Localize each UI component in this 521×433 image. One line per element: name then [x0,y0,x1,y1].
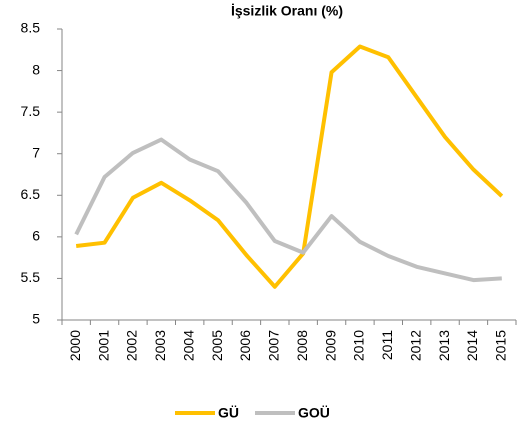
y-tick-label: 5.5 [21,269,41,285]
y-tick-label: 5 [32,311,40,327]
x-tick-label: 2002 [124,330,140,361]
x-tick-label: 2012 [407,330,423,361]
x-tick-label: 2013 [436,330,452,361]
y-tick-label: 8 [32,61,40,77]
y-tick-label: 6.5 [21,186,41,202]
legend-label: GOÜ [298,405,330,421]
x-tick-label: 2010 [351,330,367,361]
x-tick-label: 2011 [379,330,395,360]
x-tick-label: 2001 [95,330,111,361]
x-tick-label: 2015 [493,330,509,361]
line-series [75,44,504,289]
y-tick-label: 7 [32,144,40,160]
x-tick-label: 2000 [67,330,83,361]
y-tick-label: 6 [32,228,40,244]
x-tick-label: 2009 [322,330,338,361]
x-tick-label: 2008 [294,330,310,361]
x-tick-label: 2007 [266,330,282,361]
legend-label: GÜ [218,405,239,421]
x-tick-label: 2004 [180,330,196,361]
line-series [74,137,502,283]
x-tick-label: 2014 [464,330,480,361]
x-tick-label: 2005 [209,330,225,361]
x-tick-label: 2003 [152,330,168,361]
y-tick-label: 7.5 [21,103,41,119]
x-tick-label: 2006 [237,330,253,361]
y-tick-label: 8.5 [21,20,41,36]
chart-title: İşsizlik Oranı (%) [231,3,343,19]
